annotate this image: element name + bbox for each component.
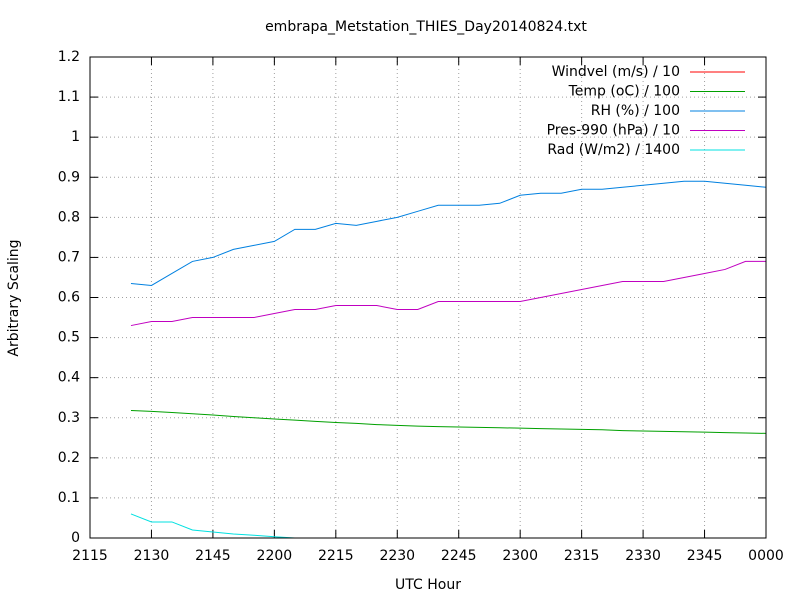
series-line (130, 410, 767, 434)
x-tick-label: 2130 (134, 548, 170, 564)
x-tick-label: 2200 (257, 548, 293, 564)
y-tick-label: 0.3 (58, 410, 80, 426)
x-tick-label: 2115 (72, 548, 108, 564)
x-tick-label: 2215 (318, 548, 354, 564)
y-tick-label: 0.1 (58, 490, 80, 506)
y-tick-label: 0.2 (58, 450, 80, 466)
y-axis-label: Arbitrary Scaling (6, 239, 22, 356)
x-tick-label: 2315 (564, 548, 600, 564)
x-tick-label: 2300 (502, 548, 538, 564)
series-line (130, 260, 766, 327)
chart-title: embrapa_Metstation_THIES_Day20140824.txt (265, 19, 587, 35)
legend-label: RH (%) / 100 (591, 103, 680, 119)
legend-label: Rad (W/m2) / 1400 (547, 142, 680, 158)
plot-border (89, 56, 767, 539)
legend-label: Windvel (m/s) / 10 (552, 64, 680, 80)
x-tick-label: 2345 (687, 548, 723, 564)
y-tick-label: 0 (71, 530, 80, 546)
legend-label: Pres-990 (hPa) / 10 (547, 123, 680, 139)
y-tick-label: 1.2 (58, 49, 80, 65)
x-tick-label: 2330 (625, 548, 661, 564)
x-tick-label: 2230 (379, 548, 415, 564)
x-axis-label: UTC Hour (395, 577, 461, 593)
y-tick-label: 0.8 (58, 209, 80, 225)
y-tick-label: 0.9 (58, 169, 80, 185)
y-tick-label: 0.6 (58, 290, 80, 306)
y-tick-label: 1.1 (58, 89, 80, 105)
legend-label: Temp (oC) / 100 (568, 84, 680, 100)
x-tick-label: 0000 (748, 548, 784, 564)
y-tick-label: 0.4 (58, 370, 80, 386)
y-tick-label: 1 (71, 129, 80, 145)
series-line (130, 180, 767, 286)
y-tick-label: 0.7 (58, 249, 80, 265)
x-tick-label: 2145 (195, 548, 231, 564)
x-tick-label: 2245 (441, 548, 477, 564)
y-tick-label: 0.5 (58, 330, 80, 346)
series-line (130, 513, 766, 539)
